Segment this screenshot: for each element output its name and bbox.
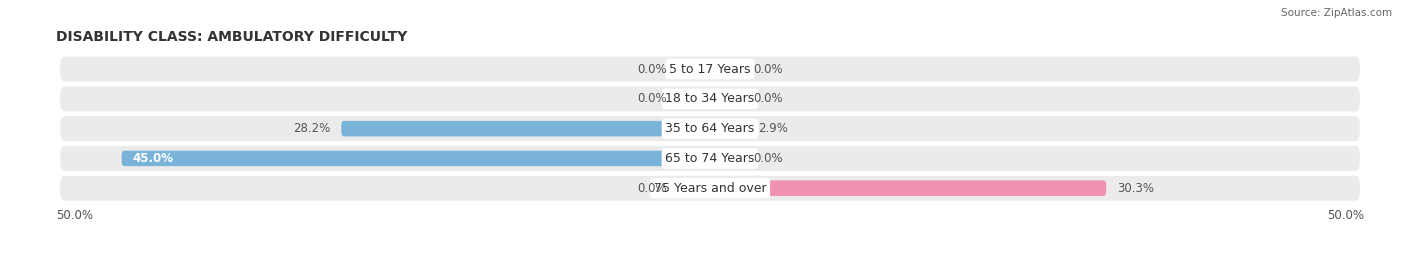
Text: 28.2%: 28.2%	[294, 122, 330, 135]
Text: 18 to 34 Years: 18 to 34 Years	[665, 92, 755, 105]
FancyBboxPatch shape	[710, 180, 1107, 196]
FancyBboxPatch shape	[678, 180, 710, 196]
Text: 0.0%: 0.0%	[754, 152, 783, 165]
FancyBboxPatch shape	[678, 91, 710, 107]
Text: 0.0%: 0.0%	[637, 92, 666, 105]
Text: 30.3%: 30.3%	[1116, 182, 1154, 195]
Text: 2.9%: 2.9%	[758, 122, 789, 135]
Text: DISABILITY CLASS: AMBULATORY DIFFICULTY: DISABILITY CLASS: AMBULATORY DIFFICULTY	[56, 30, 408, 44]
FancyBboxPatch shape	[710, 151, 742, 166]
Text: 5 to 17 Years: 5 to 17 Years	[669, 63, 751, 76]
FancyBboxPatch shape	[122, 151, 710, 166]
Text: Source: ZipAtlas.com: Source: ZipAtlas.com	[1281, 8, 1392, 18]
FancyBboxPatch shape	[710, 91, 742, 107]
Text: 65 to 74 Years: 65 to 74 Years	[665, 152, 755, 165]
FancyBboxPatch shape	[60, 86, 1360, 111]
FancyBboxPatch shape	[60, 57, 1360, 81]
Text: 75 Years and over: 75 Years and over	[654, 182, 766, 195]
Text: 50.0%: 50.0%	[1327, 209, 1364, 222]
Text: 0.0%: 0.0%	[637, 182, 666, 195]
Text: 0.0%: 0.0%	[754, 63, 783, 76]
FancyBboxPatch shape	[60, 116, 1360, 141]
FancyBboxPatch shape	[60, 176, 1360, 201]
FancyBboxPatch shape	[342, 121, 710, 136]
Text: 0.0%: 0.0%	[637, 63, 666, 76]
Text: 45.0%: 45.0%	[132, 152, 173, 165]
FancyBboxPatch shape	[678, 61, 710, 77]
Text: 50.0%: 50.0%	[56, 209, 93, 222]
FancyBboxPatch shape	[710, 61, 742, 77]
FancyBboxPatch shape	[710, 121, 748, 136]
Text: 35 to 64 Years: 35 to 64 Years	[665, 122, 755, 135]
FancyBboxPatch shape	[60, 146, 1360, 171]
Text: 0.0%: 0.0%	[754, 92, 783, 105]
